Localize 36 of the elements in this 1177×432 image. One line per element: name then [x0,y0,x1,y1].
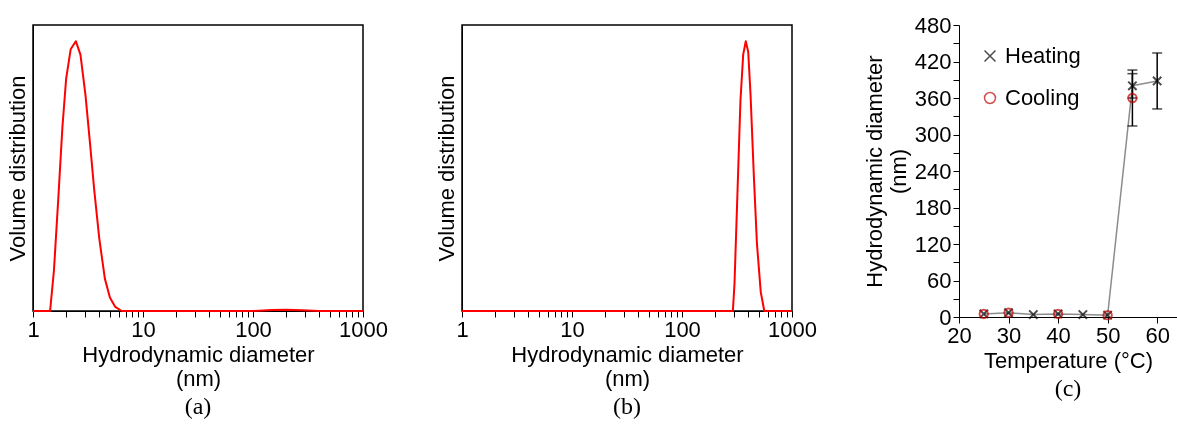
x-axis-title: Temperature (°C) [984,347,1153,373]
point [1152,75,1163,87]
x-tick-label: 1 [456,316,469,342]
x-tick-label: 1000 [768,316,817,342]
x-tick-label: 1 [27,316,40,342]
x-tick-label: 40 [1046,322,1071,348]
x-tick-label: 100 [664,316,701,342]
point [1028,309,1039,320]
y-tick-label: 60 [927,268,952,293]
y-axis-title: Hydrodynamic diameter (nm) [861,55,911,288]
point [1077,309,1089,320]
x-tick-label: 1000 [339,316,388,342]
x-axis-title: Hydrodynamic diameter (nm) [511,341,744,391]
text: (c) [1054,375,1082,401]
y-axis-title: Volume distribution [4,75,30,262]
x-tick-label: 10 [131,316,156,342]
text: (a) [184,393,212,419]
legend-label: Heating [1005,43,1081,68]
x-axis-title: Hydrodynamic diameter (nm) [82,341,315,391]
legend-label: Cooling [1005,85,1080,110]
point [1127,80,1138,92]
y-tick-label: 480 [914,12,952,38]
text: (b) [613,393,641,419]
x-tick-label: 10 [560,316,585,342]
y-tick-label: 240 [914,158,952,184]
point [1127,92,1138,104]
y-tick-label: 180 [914,195,952,220]
x-tick-label: 60 [1145,322,1170,348]
y-axis-title: Volume distribution [433,75,459,262]
y-tick-label: 120 [914,231,952,257]
y-tick-label: 360 [914,85,952,111]
x-tick-label: 50 [1095,322,1121,348]
y-tick-label: 420 [914,49,952,74]
x-tick-label: 100 [235,316,272,342]
x-tick-label: 30 [996,322,1022,348]
y-tick-label: 300 [914,122,952,147]
